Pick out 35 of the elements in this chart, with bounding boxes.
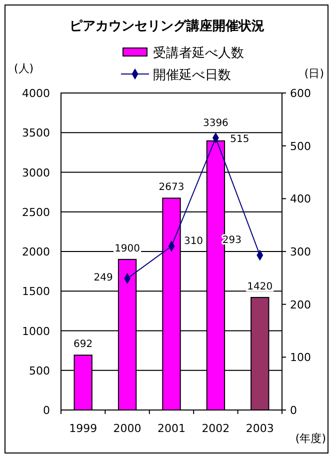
- x-tick-label: 1999: [69, 422, 98, 435]
- y2-tick-label: 100: [290, 351, 311, 364]
- y-tick-label: 500: [29, 364, 50, 378]
- x-tick-label: 2001: [158, 422, 186, 435]
- data-label: 1420: [247, 281, 273, 292]
- y-tick-label: 4000: [22, 87, 50, 100]
- data-label: 692: [74, 339, 93, 350]
- x-tick-label: 2000: [113, 422, 142, 435]
- data-label: 1900: [114, 243, 140, 254]
- y-axis-title: (人): [14, 62, 34, 75]
- x-tick-label: 2002: [202, 422, 230, 435]
- data-label: 310: [184, 236, 204, 248]
- y2-tick-label: 0: [290, 404, 297, 417]
- y2-tick-label: 300: [290, 246, 311, 258]
- y-tick-label: 2000: [22, 246, 50, 258]
- y2-tick-label: 600: [290, 87, 311, 100]
- y2-axis-title: (日): [304, 67, 324, 80]
- y-tick-label: 3000: [22, 166, 50, 180]
- x-axis-title: (年度): [295, 432, 326, 445]
- legend-label: 開催延べ日数: [153, 68, 231, 83]
- y2-tick-label: 200: [290, 298, 311, 312]
- data-label: 2673: [158, 182, 184, 194]
- y-tick-label: 1000: [22, 324, 50, 338]
- data-label: 515: [230, 134, 250, 145]
- y-tick-label: 3500: [22, 126, 50, 140]
- y-tick-label: 2500: [22, 206, 50, 219]
- y-tick-label: 0: [43, 404, 50, 417]
- chart-title: ピアカウンセリング講座開催状況: [70, 18, 264, 34]
- data-label: 249: [94, 272, 113, 284]
- y2-tick-label: 500: [290, 140, 311, 153]
- data-label: 3396: [202, 118, 228, 129]
- y-tick-label: 1500: [22, 285, 50, 298]
- y2-tick-label: 400: [290, 192, 311, 206]
- x-tick-label: 2003: [246, 422, 274, 435]
- legend-label: 受講者延べ人数: [153, 46, 244, 61]
